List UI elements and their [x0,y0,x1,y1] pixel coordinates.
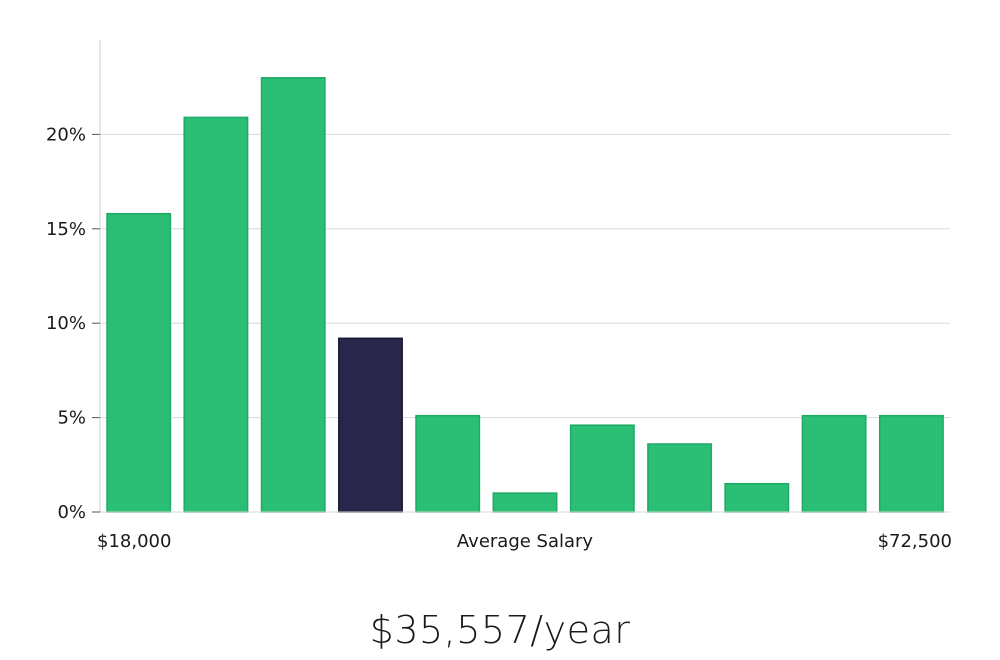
bar-highlighted [338,337,403,513]
y-tick-label: 10% [46,313,86,334]
bar [724,482,790,513]
salary-histogram-chart: 0% 5% 10% 15% 20% $18,000 Average Salary $72… [46,40,952,552]
bar [569,424,635,513]
y-tick-label: 5% [57,408,86,429]
bar [492,492,558,513]
bar [415,414,481,513]
x-axis-title: Average Salary [457,531,594,552]
bar [801,414,867,513]
bar [647,443,713,513]
bar [183,116,249,513]
x-axis-min-label: $18,000 [97,531,171,552]
bar [878,414,944,513]
bars [100,77,950,513]
y-tick-label: 0% [57,502,86,523]
average-salary-value: $35,557/year [369,608,631,652]
bar [260,77,326,513]
y-tick-label: 15% [46,219,86,240]
y-axis-tick-labels: 0% 5% 10% 15% 20% [46,124,100,523]
bar [106,212,172,513]
y-tick-label: 20% [46,124,86,145]
x-axis-max-label: $72,500 [878,531,952,552]
